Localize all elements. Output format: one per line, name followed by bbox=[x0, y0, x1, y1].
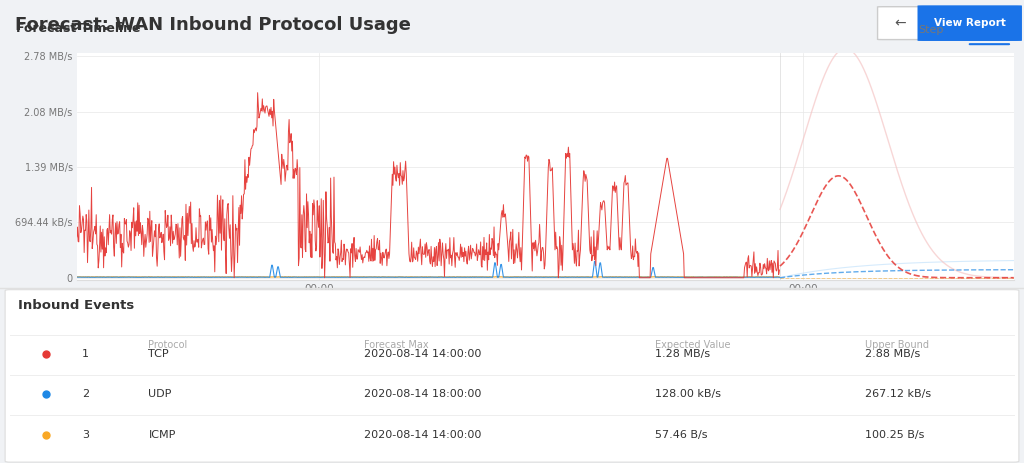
FancyBboxPatch shape bbox=[918, 5, 1022, 41]
FancyBboxPatch shape bbox=[878, 6, 923, 39]
Text: Forecast Max: Forecast Max bbox=[364, 340, 428, 350]
FancyBboxPatch shape bbox=[5, 290, 1019, 462]
Text: Step: Step bbox=[919, 25, 943, 35]
Text: 128.00 kB/s: 128.00 kB/s bbox=[655, 389, 721, 400]
Text: ICMP: ICMP bbox=[148, 430, 176, 440]
Text: 100.25 B/s: 100.25 B/s bbox=[865, 430, 925, 440]
Text: 1: 1 bbox=[82, 349, 89, 359]
Text: UDP: UDP bbox=[148, 389, 172, 400]
Text: Line: Line bbox=[967, 25, 990, 35]
Text: 2020-08-14 18:00:00: 2020-08-14 18:00:00 bbox=[364, 389, 481, 400]
Text: Forecast Timeline: Forecast Timeline bbox=[16, 22, 140, 35]
Text: View Report: View Report bbox=[934, 18, 1006, 28]
Text: 57.46 B/s: 57.46 B/s bbox=[655, 430, 708, 440]
Text: 3: 3 bbox=[82, 430, 89, 440]
Text: 1.28 MB/s: 1.28 MB/s bbox=[655, 349, 711, 359]
Text: Forecast: WAN Inbound Protocol Usage: Forecast: WAN Inbound Protocol Usage bbox=[15, 17, 412, 34]
Text: 2.88 MB/s: 2.88 MB/s bbox=[865, 349, 921, 359]
Text: ←: ← bbox=[894, 16, 906, 30]
Text: Inbound Events: Inbound Events bbox=[18, 300, 135, 313]
Text: Upper Bound: Upper Bound bbox=[865, 340, 930, 350]
Text: 2: 2 bbox=[82, 389, 89, 400]
Text: Expected Value: Expected Value bbox=[655, 340, 731, 350]
Text: 267.12 kB/s: 267.12 kB/s bbox=[865, 389, 932, 400]
Text: 2020-08-14 14:00:00: 2020-08-14 14:00:00 bbox=[364, 430, 481, 440]
Text: Protocol: Protocol bbox=[148, 340, 187, 350]
Text: 2020-08-14 14:00:00: 2020-08-14 14:00:00 bbox=[364, 349, 481, 359]
Text: TCP: TCP bbox=[148, 349, 169, 359]
